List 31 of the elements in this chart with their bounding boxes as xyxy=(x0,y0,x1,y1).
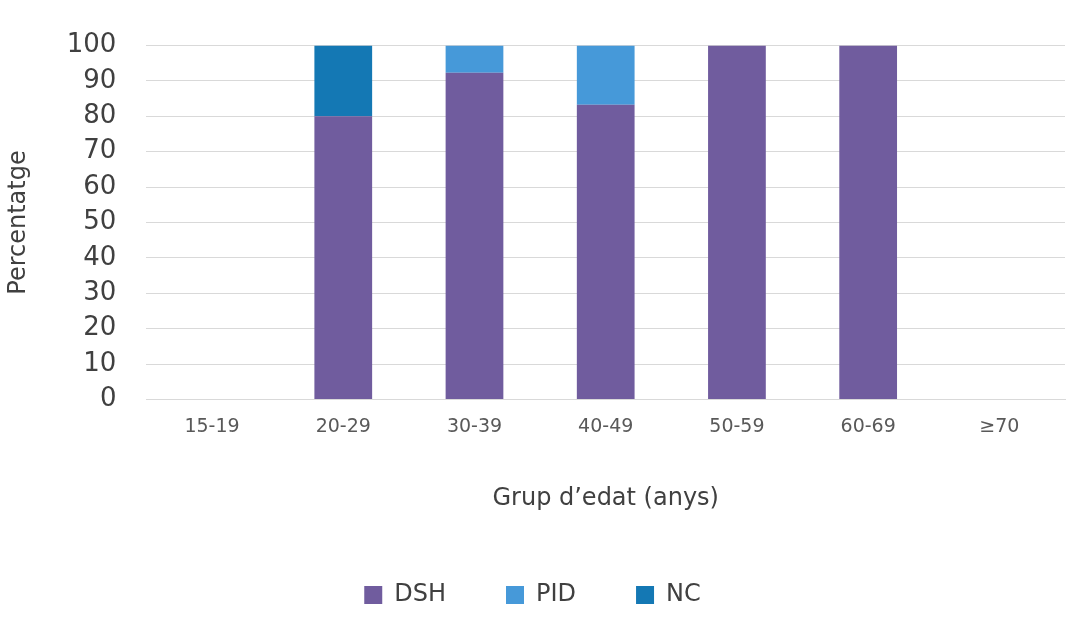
y-tick-label: 100 xyxy=(66,28,117,59)
y-tick-label: 70 xyxy=(83,134,117,165)
x-tick-label: 20-29 xyxy=(315,413,371,436)
x-tick-label: 15-19 xyxy=(184,413,240,436)
y-tick-label: 50 xyxy=(83,205,117,236)
x-tick-label: 30-39 xyxy=(446,413,503,436)
y-tick-label: 80 xyxy=(83,99,117,130)
bar xyxy=(314,45,373,117)
legend-label: DSH xyxy=(394,579,447,608)
x-tick-label: ≥70 xyxy=(979,413,1020,436)
y-axis-title: Percentatge xyxy=(2,150,31,295)
bar xyxy=(576,104,635,399)
legend-label: PID xyxy=(536,579,577,608)
y-tick-label: 10 xyxy=(83,346,117,377)
bar xyxy=(576,45,635,105)
bar xyxy=(708,45,766,399)
y-tick-label: 40 xyxy=(83,240,117,271)
x-tick-label: 50-59 xyxy=(709,413,765,436)
bar xyxy=(314,116,373,399)
y-tick-label: 20 xyxy=(83,311,117,342)
bar xyxy=(445,72,504,399)
x-axis-title: Grup d’edat (anys) xyxy=(492,482,719,511)
bar xyxy=(445,45,504,73)
x-tick-label: 40-49 xyxy=(578,413,634,436)
x-tick-label: 60-69 xyxy=(840,413,896,436)
y-tick-label: 60 xyxy=(83,169,117,200)
y-tick-label: 90 xyxy=(83,63,117,94)
bar xyxy=(839,45,898,399)
y-tick-label: 0 xyxy=(99,382,117,413)
y-tick-label: 30 xyxy=(83,276,117,307)
legend-label: NC xyxy=(666,579,701,608)
